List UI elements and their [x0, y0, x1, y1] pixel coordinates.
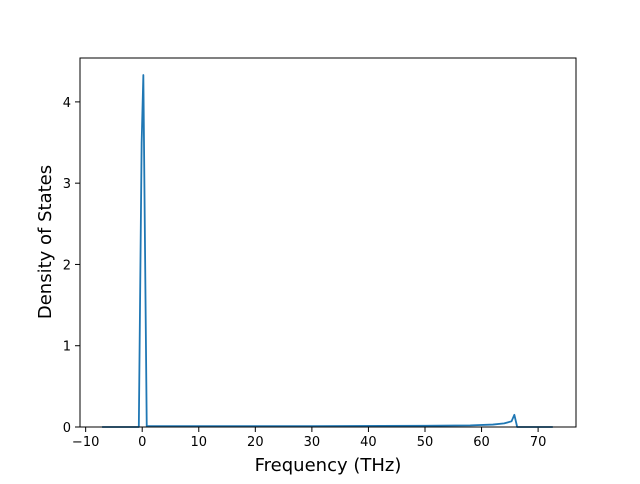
- x-tick-label: 70: [530, 435, 547, 450]
- x-tick-label: 10: [190, 435, 207, 450]
- x-tick-label: 60: [473, 435, 490, 450]
- x-tick-label: 40: [360, 435, 377, 450]
- plot-frame: [79, 57, 577, 428]
- x-tick-label: 0: [138, 435, 146, 450]
- x-tick-label: 30: [304, 435, 321, 450]
- x-tick-label: −10: [72, 435, 99, 450]
- x-tick-label: 50: [417, 435, 434, 450]
- y-tick-label: 3: [63, 177, 71, 192]
- y-tick-label: 2: [63, 258, 71, 273]
- line: [102, 74, 553, 428]
- y-axis-label: Density of States: [35, 165, 56, 319]
- x-tick-label: 20: [247, 435, 264, 450]
- y-tick-label: 1: [63, 340, 71, 355]
- x-axis-label: Frequency (THz): [255, 455, 402, 476]
- y-tick-label: 0: [63, 421, 71, 436]
- y-tick-label: 4: [63, 96, 71, 111]
